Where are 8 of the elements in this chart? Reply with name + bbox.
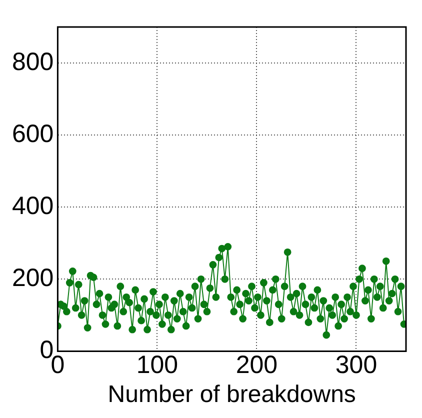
y-tick-label: 400 bbox=[12, 192, 54, 220]
y-tick-label: 800 bbox=[12, 48, 54, 76]
x-axis-title: Number of breakdowns bbox=[108, 381, 356, 408]
x-tick-label: 300 bbox=[335, 351, 378, 380]
x-tick-label: 100 bbox=[136, 351, 178, 380]
x-tick-label: 200 bbox=[236, 351, 278, 380]
y-tick-label: 200 bbox=[12, 264, 54, 292]
y-tick-label: 600 bbox=[12, 120, 54, 148]
